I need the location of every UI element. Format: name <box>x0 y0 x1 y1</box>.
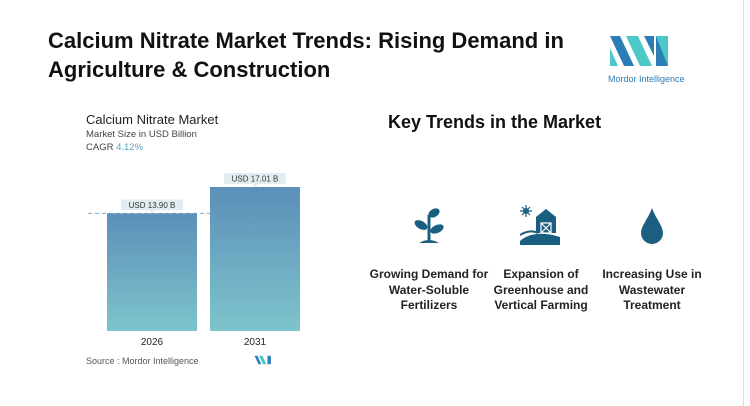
page-title: Calcium Nitrate Market Trends: Rising De… <box>48 28 564 82</box>
trend-label: Expansion of Greenhouse and Vertical Far… <box>493 267 589 312</box>
data-label: USD 17.01 B <box>232 175 279 184</box>
data-label-bg <box>121 199 183 211</box>
bar-2026 <box>107 213 197 331</box>
cagr-label: CAGR <box>86 142 114 153</box>
chart-title: Calcium Nitrate Market <box>86 112 219 127</box>
trend-label: Increasing Use in Wastewater Treatment <box>602 267 702 312</box>
bar-2031 <box>210 187 300 331</box>
x-tick-label: 2031 <box>244 337 267 348</box>
cagr-value: 4.12% <box>116 142 144 153</box>
data-label: USD 13.90 B <box>129 201 176 210</box>
trend-item: Increasing Use in Wastewater Treatment <box>592 205 712 314</box>
trend-label: Growing Demand for Water-Soluble Fertili… <box>369 267 489 312</box>
plant-icon <box>414 208 444 243</box>
data-label-bg <box>224 173 286 184</box>
cagr: CAGR 4.12% <box>86 142 143 153</box>
trend-item: Expansion of Greenhouse and Vertical Far… <box>481 205 601 314</box>
trend-item: Growing Demand for Water-Soluble Fertili… <box>369 205 489 314</box>
chart-subtitle: Market Size in USD Billion <box>86 129 197 140</box>
key-trends-heading: Key Trends in the Market <box>388 112 602 132</box>
x-tick-label: 2026 <box>141 337 164 348</box>
right-border <box>743 0 744 406</box>
chart-source: Source : Mordor Intelligence <box>86 356 199 366</box>
data-label-pointer <box>252 184 258 187</box>
mordor-logo: Mordor Intelligence <box>608 34 688 84</box>
barn-farm-icon <box>520 205 560 245</box>
logo-text: Mordor Intelligence <box>608 74 685 84</box>
water-drop-icon <box>641 208 663 244</box>
source-logo-icon <box>254 355 271 365</box>
data-label-pointer <box>149 210 155 214</box>
mordor-logo-icon <box>610 36 668 66</box>
